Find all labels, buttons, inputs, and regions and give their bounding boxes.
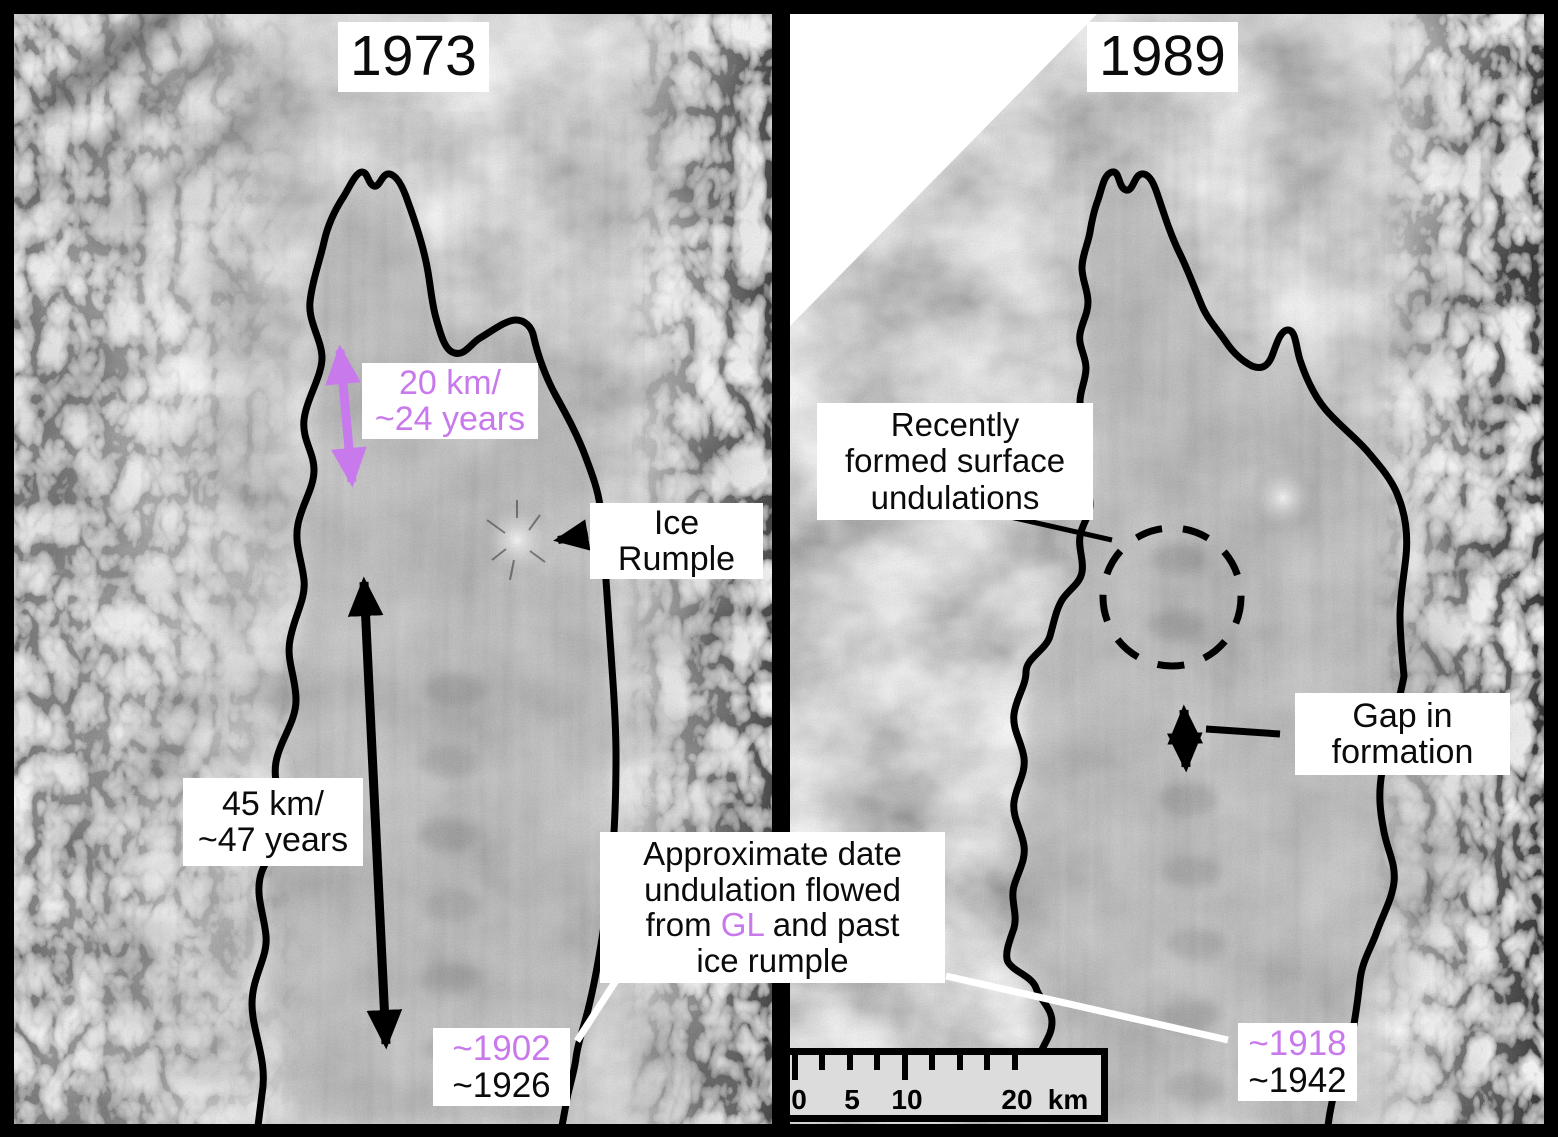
caption-gl-abbrev: GL <box>720 906 764 944</box>
caption-line3-pre: from <box>645 906 721 944</box>
no-data-triangle <box>790 14 1097 326</box>
caption-line4: ice rumple <box>696 941 849 979</box>
date-label-1902-1926: ~1902 ~1926 <box>433 1028 570 1107</box>
scale-tick <box>874 1055 880 1070</box>
scale-tick <box>819 1055 825 1070</box>
caption-line3: from GL and past <box>606 907 939 943</box>
gap-formation-label: Gap in formation <box>1295 693 1510 776</box>
scale-label-20: 20 <box>1001 1084 1033 1115</box>
scale-label-0: 0 <box>791 1084 807 1115</box>
leader-line-1918 <box>945 972 1229 1044</box>
ice-rumple-line2: Rumple <box>617 540 736 579</box>
gap-double-arrow <box>1166 704 1204 773</box>
date-1902: ~1902 <box>452 1029 551 1068</box>
ice-rumple-label: Ice Rumple <box>590 503 763 580</box>
undulations-line3: undulations <box>870 478 1040 516</box>
undulations-line1: Recently <box>890 406 1020 443</box>
undulations-line2: formed surface <box>844 442 1066 480</box>
flow-arrow-20km <box>325 344 367 488</box>
scale-label-5: 5 <box>844 1084 860 1115</box>
scale-tick <box>984 1055 990 1070</box>
scale-tick <box>902 1055 908 1080</box>
caption-approximate-date: Approximate date undulation flowed from … <box>600 832 945 983</box>
leader-line-1902 <box>574 977 620 1043</box>
grounding-line-1989 <box>1003 168 1411 1124</box>
leader-line-gap <box>1205 725 1281 738</box>
grounding-line-1973 <box>248 168 620 1124</box>
scale-tick <box>1012 1055 1018 1070</box>
panel-1989-image <box>790 14 1544 1124</box>
year-label-1973: 1973 <box>338 22 489 92</box>
ice-rumple-pointer-arrow <box>553 519 591 551</box>
flow-45km-line2: ~47 years <box>197 821 349 860</box>
caption-line1: Approximate date <box>643 835 902 872</box>
scale-label-10: 10 <box>891 1084 923 1115</box>
scale-tick <box>847 1055 853 1070</box>
date-label-1918-1942: ~1918 ~1942 <box>1238 1023 1357 1102</box>
flow-arrow-20km-label: 20 km/ ~24 years <box>362 363 538 440</box>
ice-rumple-line1: Ice <box>653 504 700 542</box>
scale-tick <box>957 1055 963 1070</box>
undulations-label: Recently formed surface undulations <box>817 403 1093 520</box>
gap-line2: formation <box>1331 733 1474 772</box>
flow-20km-line1: 20 km/ <box>398 364 502 402</box>
flow-20km-line2: ~24 years <box>374 400 526 439</box>
scale-tick <box>929 1055 935 1070</box>
flow-arrow-45km <box>347 576 403 1050</box>
gap-line1: Gap in <box>1352 697 1453 735</box>
undulations-dashed-circle <box>1099 524 1245 670</box>
caption-line2: undulation flowed <box>644 870 901 908</box>
scale-bar: 0 5 10 20 km <box>783 1048 1108 1122</box>
caption-line3-post: and past <box>763 906 900 944</box>
date-1918: ~1918 <box>1248 1024 1347 1063</box>
flow-45km-line1: 45 km/ <box>221 785 325 823</box>
year-label-1989: 1989 <box>1087 22 1238 92</box>
scale-tick <box>792 1055 798 1080</box>
date-1942: ~1942 <box>1248 1061 1347 1101</box>
scale-unit-km: km <box>1047 1084 1089 1115</box>
flow-arrow-45km-label: 45 km/ ~47 years <box>183 778 363 867</box>
date-1926: ~1926 <box>452 1066 551 1106</box>
